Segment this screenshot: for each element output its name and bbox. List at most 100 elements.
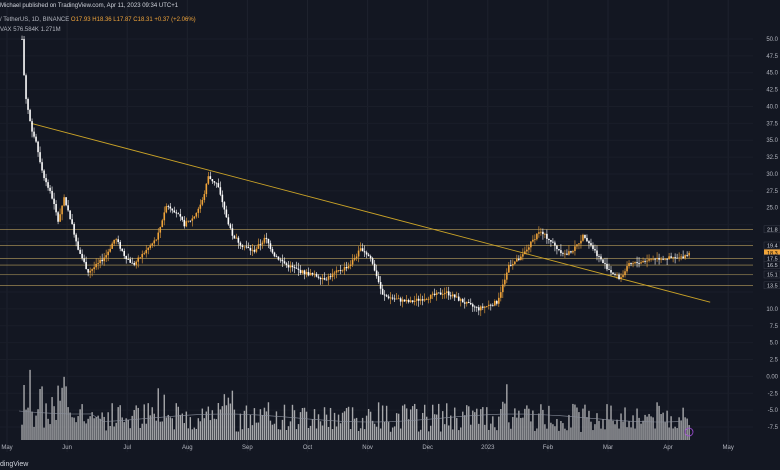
volume-bar	[329, 407, 332, 440]
candle-body	[433, 293, 436, 295]
volume-bar	[191, 429, 194, 440]
volume-bar	[468, 406, 470, 440]
candle-body	[169, 206, 172, 209]
candle-body	[379, 282, 382, 289]
candle-body	[506, 272, 508, 280]
volume-bar	[428, 431, 430, 440]
volume-bar	[201, 408, 204, 440]
volume-bar	[684, 417, 686, 440]
volume-bar	[275, 411, 278, 440]
candle-body	[477, 307, 480, 311]
volume-values: 576.584K 1.271M	[13, 27, 61, 33]
candle-body	[662, 259, 664, 261]
candle-body	[439, 292, 442, 295]
candle-body	[79, 249, 81, 254]
candle-body	[644, 261, 646, 262]
volume-bar	[311, 419, 314, 440]
candle-body	[638, 263, 640, 264]
volume-bar	[518, 410, 520, 440]
candle-body	[381, 288, 384, 295]
candle-body	[419, 299, 422, 301]
volume-bar	[265, 411, 268, 440]
volume-bar	[309, 425, 312, 440]
y-tick-label: 2.5	[770, 358, 779, 364]
candle-body	[233, 235, 236, 239]
candle-body	[335, 270, 338, 273]
volume-bar	[199, 421, 202, 440]
candle-body	[560, 250, 562, 254]
time-axis[interactable]: May Jun Jul Aug Sep Oct Nov Dec 2023 Feb Mar Apr May	[1, 427, 734, 451]
volume-bar	[355, 417, 358, 440]
volume-bar	[430, 425, 432, 440]
lightning-icon	[684, 427, 694, 437]
volume-bar	[634, 428, 636, 440]
volume-bar	[111, 403, 113, 440]
candle-body	[291, 265, 294, 268]
volume-bar	[524, 408, 526, 440]
volume-bar	[185, 411, 187, 440]
volume-bar	[528, 408, 530, 440]
price-tag-box	[763, 225, 780, 234]
candle-body	[201, 199, 204, 205]
candle-body	[574, 246, 576, 251]
volume-bar	[572, 403, 574, 440]
volume-bar	[55, 419, 57, 440]
candle-body	[417, 298, 420, 301]
candle-body	[481, 306, 484, 308]
candle-body	[141, 254, 144, 258]
volume-bar	[488, 429, 490, 440]
volume-bar	[600, 428, 602, 440]
volume-bar	[387, 422, 390, 440]
volume-bar	[596, 413, 598, 440]
volume-bar	[464, 415, 466, 440]
candle-body	[642, 261, 644, 263]
volume-bar	[594, 424, 596, 440]
candle-body	[59, 214, 61, 222]
volume-bar	[444, 424, 446, 440]
volume-bar	[285, 430, 288, 440]
price-axis[interactable]: 50.0 47.5 45.0 42.5 40.0 37.5 35.0 32.5 30.0 27.5…	[766, 37, 778, 431]
volume-bar	[169, 417, 171, 440]
y-tick-label: 10.0	[766, 307, 778, 313]
candle-body	[451, 294, 454, 297]
volume-bar	[602, 419, 604, 440]
volume-bar	[452, 429, 454, 440]
y-tick-label: -2.5	[768, 391, 779, 397]
volume-bar	[173, 429, 175, 440]
candle-body	[151, 243, 154, 246]
candle-body	[580, 240, 582, 244]
trendline[interactable]	[30, 122, 711, 303]
candle-body	[375, 270, 378, 277]
candle-body	[502, 284, 504, 293]
candle-body	[51, 190, 53, 199]
volume-bar	[167, 414, 169, 440]
volume-bar	[438, 403, 440, 440]
candle-body	[199, 204, 202, 209]
volume-bar	[105, 430, 107, 440]
volume-bar	[375, 426, 378, 440]
candle-body	[179, 214, 182, 217]
candle-body	[343, 267, 346, 271]
candle-body	[447, 291, 450, 296]
volume-bar	[319, 421, 322, 440]
candle-body	[177, 213, 180, 215]
candle-body	[492, 305, 494, 307]
volume-bar	[421, 412, 424, 440]
volume-bar	[223, 394, 226, 440]
volume-bar	[417, 431, 420, 440]
volume-bar	[612, 420, 614, 440]
candle-body	[373, 263, 376, 271]
volume-bar	[41, 386, 43, 440]
volume-bar	[662, 412, 664, 440]
volume-bar	[351, 407, 354, 440]
candle-body	[600, 256, 602, 260]
candle-body	[221, 194, 224, 203]
candle-body	[570, 251, 572, 253]
volume-bar	[213, 418, 216, 440]
volume-bar	[197, 418, 200, 440]
volume-bar	[103, 416, 105, 440]
volume-bar	[241, 429, 244, 440]
candle-body	[197, 208, 200, 213]
x-tick-label: Mar	[603, 445, 613, 451]
